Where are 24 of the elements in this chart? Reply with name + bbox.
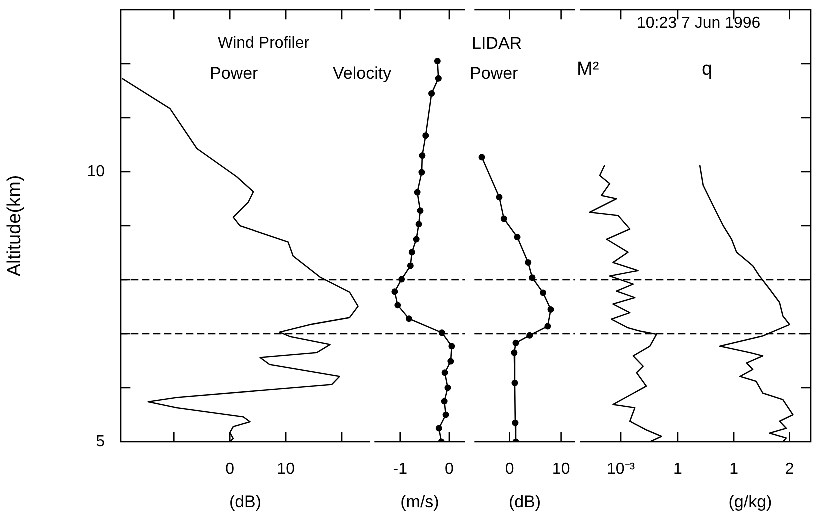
text: q: [702, 59, 713, 80]
text: Power: [210, 64, 258, 84]
text: LIDAR: [472, 34, 522, 54]
annotation: Wind Profiler: [218, 34, 310, 54]
x-tick-label: 0: [445, 461, 454, 478]
y-tick-label: 5: [96, 433, 106, 450]
x-tick-label: 2: [785, 461, 794, 478]
x-axis-title: (dB): [229, 492, 262, 512]
annotation: 10:23 7 Jun 1996: [637, 14, 761, 34]
x-tick-label: 0: [505, 461, 514, 478]
text: Velocity: [333, 64, 392, 84]
x-tick-label: 0: [226, 461, 235, 478]
x-tick-label: -1: [393, 461, 408, 478]
text: M²: [577, 59, 600, 80]
x-tick-label: 10: [552, 461, 570, 478]
x-tick-label: 1: [674, 461, 683, 478]
x-tick-label: 1: [730, 461, 739, 478]
x-axis-title: (g/kg): [728, 492, 772, 512]
x-tick-label: 10: [277, 461, 296, 478]
y-axis-title: Altitude(km): [4, 175, 26, 277]
x-axis-title: (m/s): [400, 492, 440, 512]
x-axis-title: (dB): [508, 492, 542, 512]
x-tick-label: 10⁻³: [606, 461, 636, 478]
text: Power: [470, 64, 518, 84]
